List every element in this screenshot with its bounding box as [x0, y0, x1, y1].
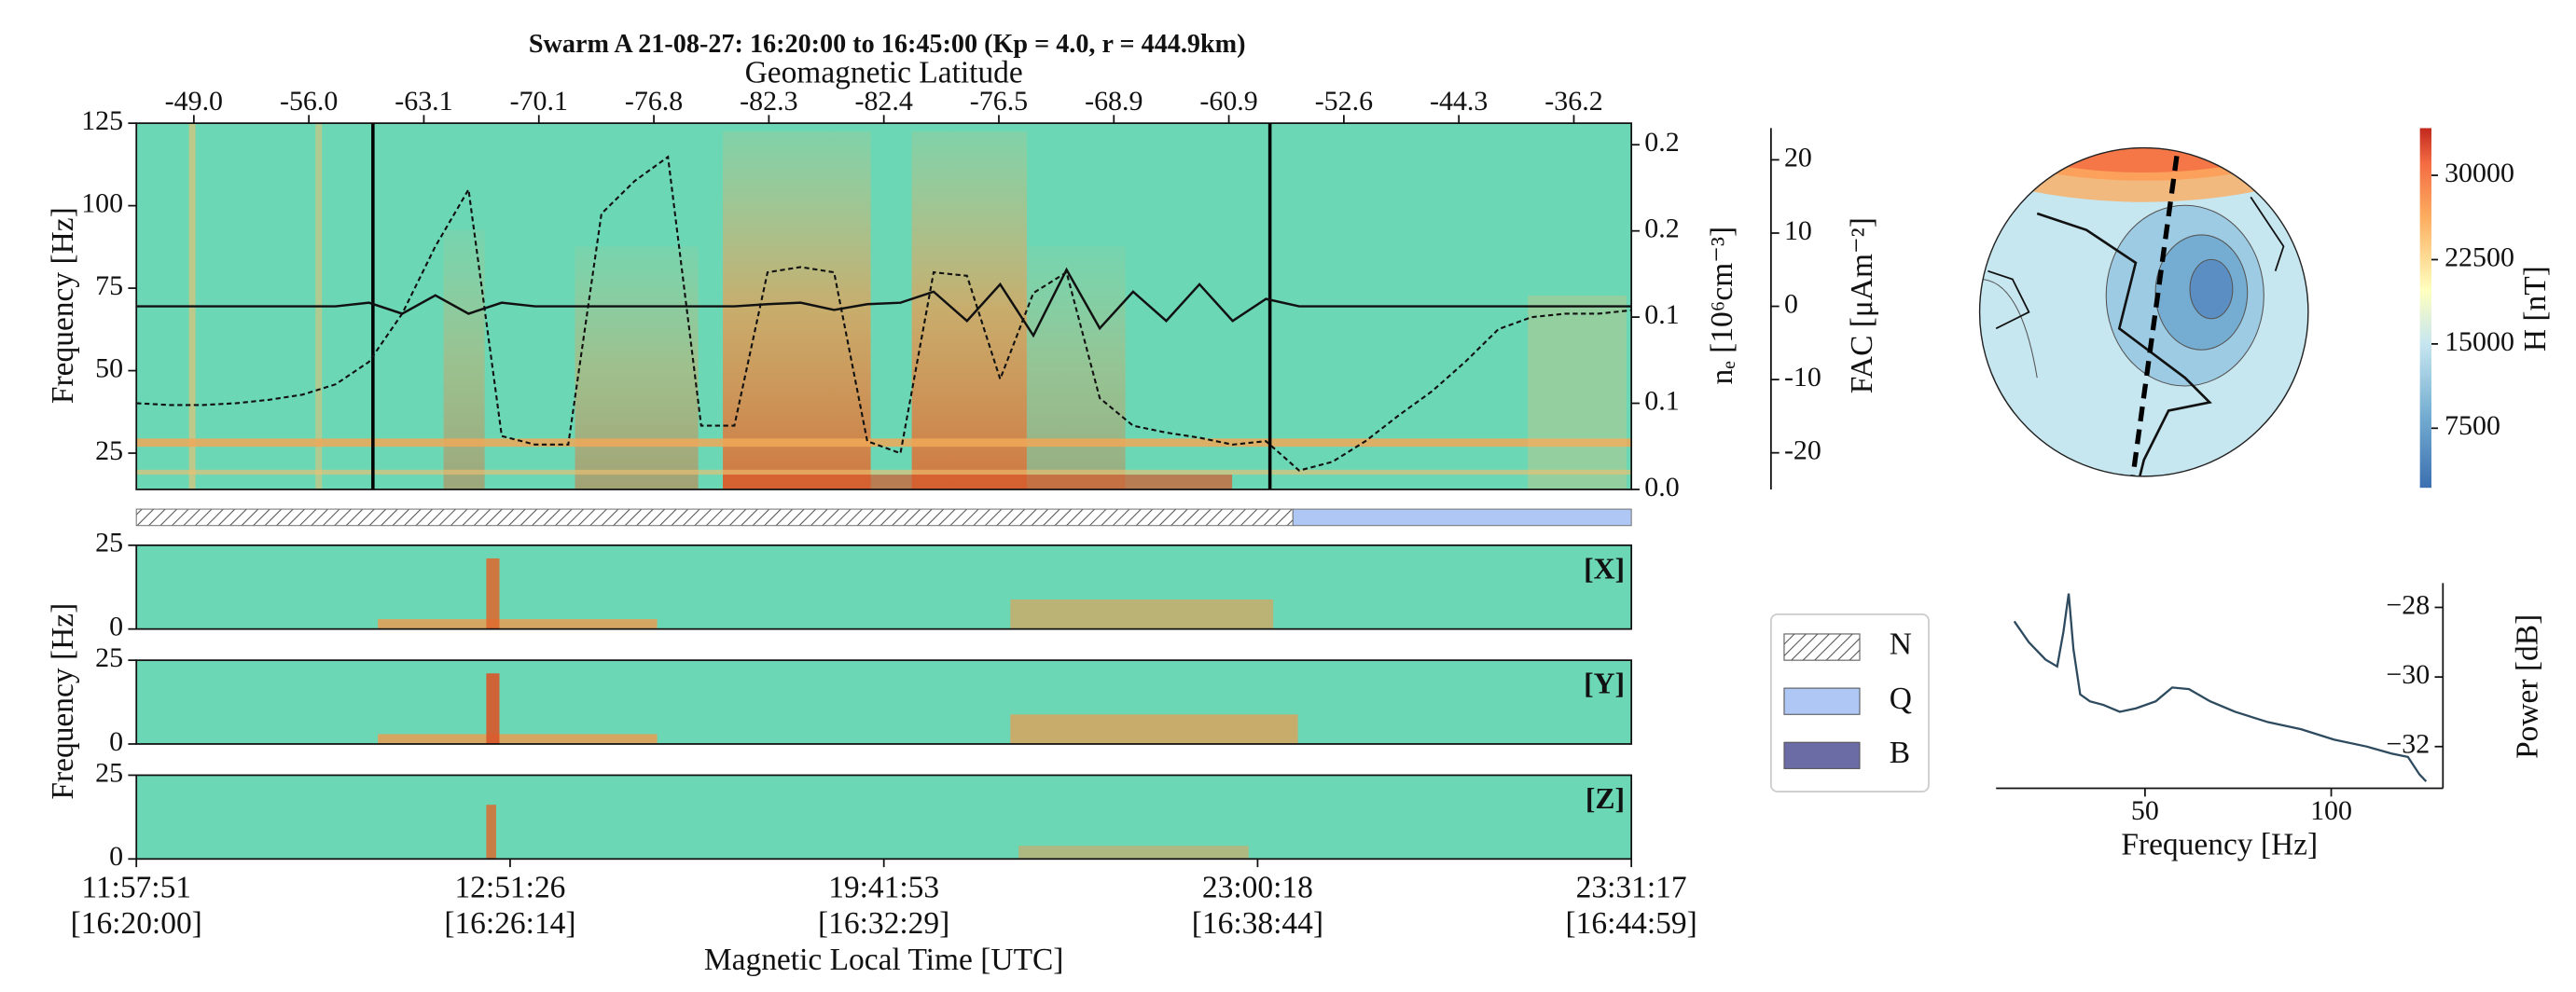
legend-label: N	[1890, 627, 1912, 662]
y-tick-label: 0	[109, 841, 123, 872]
y2-tick-label: 0.2	[1644, 127, 1679, 158]
power-line	[2013, 593, 2428, 782]
colorbar-tick-label: 7500	[2444, 410, 2500, 441]
x-tick-label: [16:20:00]	[71, 906, 202, 941]
x-axis-label: Magnetic Local Time [UTC]	[704, 943, 1064, 977]
x-tick-label: 50	[2131, 795, 2159, 826]
colorbar-tick-label: 22500	[2444, 241, 2514, 272]
y-tick-label: −30	[2386, 659, 2430, 690]
y-tick-label: 25	[95, 528, 123, 558]
y-axis-label: Frequency [Hz]	[46, 603, 80, 800]
x-tick-label: 11:57:51	[81, 870, 191, 904]
y-tick-label: 25	[95, 435, 123, 466]
legend-swatch	[1783, 687, 1861, 715]
legend-label: B	[1890, 736, 1910, 770]
y2-tick-label: 0.0	[1644, 472, 1679, 503]
panel-label: [X]	[1584, 552, 1625, 585]
x-tick-label: 100	[2310, 795, 2352, 826]
x-tick-label: [16:44:59]	[1566, 906, 1697, 941]
y-tick-label: −28	[2386, 589, 2430, 620]
top-tick-label: -56.0	[280, 86, 338, 117]
density-line	[136, 155, 1632, 472]
y-tick-label: 25	[95, 757, 123, 788]
top-tick-label: -60.9	[1199, 86, 1257, 117]
top-tick-label: -44.3	[1430, 86, 1488, 117]
top-tick-label: -63.1	[395, 86, 452, 117]
x-tick-label: 12:51:26	[454, 870, 565, 904]
panel-label: [Y]	[1584, 668, 1625, 700]
y2-tick-label: 0.1	[1644, 299, 1679, 330]
state-bar-q	[1292, 508, 1632, 527]
colorbar	[2419, 128, 2431, 489]
y-axis-label: Frequency [Hz]	[46, 207, 80, 404]
y-axis-label: Power [dB]	[2510, 614, 2544, 759]
x-tick-label: [16:38:44]	[1192, 906, 1323, 941]
y3-tick-label: 10	[1784, 215, 1812, 246]
legend-swatch	[1783, 741, 1861, 769]
top-tick-label: -68.9	[1085, 86, 1143, 117]
panel-label: [Z]	[1586, 782, 1625, 815]
panel-frame	[135, 544, 1633, 630]
y3-axis-label: FAC [μAm⁻²]	[1845, 217, 1879, 393]
y3-tick-label: -10	[1784, 362, 1821, 393]
top-tick-label: -52.6	[1315, 86, 1373, 117]
x-tick-label: 23:00:18	[1202, 870, 1313, 904]
colorbar-tick-label: 30000	[2444, 158, 2514, 188]
top-axis-label: Geomagnetic Latitude	[745, 56, 1023, 90]
fac-line	[136, 267, 1632, 338]
y3-tick-label: 20	[1784, 142, 1812, 172]
x-tick-label: [16:26:14]	[444, 906, 575, 941]
y-tick-label: −32	[2386, 729, 2430, 760]
chart-title: Swarm A 21-08-27: 16:20:00 to 16:45:00 (…	[529, 30, 1246, 59]
top-tick-label: -76.5	[970, 86, 1028, 117]
top-tick-label: -76.8	[625, 86, 683, 117]
y3-tick-label: -20	[1784, 435, 1821, 466]
top-tick-label: -36.2	[1544, 86, 1602, 117]
y-tick-label: 75	[95, 270, 123, 301]
top-tick-label: -82.4	[854, 86, 912, 117]
y-tick-label: 50	[95, 352, 123, 383]
component-spectrograms	[136, 544, 1632, 860]
x-tick-label: [16:32:29]	[818, 906, 949, 941]
colorbar-tick-label: 15000	[2444, 326, 2514, 357]
top-tick-label: -70.1	[510, 86, 568, 117]
legend-label: Q	[1890, 682, 1912, 716]
panel-frame	[135, 659, 1633, 745]
y2-tick-label: 0.2	[1644, 214, 1679, 244]
y3-tick-label: 0	[1784, 288, 1798, 319]
y-tick-label: 0	[109, 726, 123, 757]
y2-axis-label: nₑ [10⁶cm⁻³]	[1705, 227, 1739, 385]
globe	[1979, 147, 2308, 476]
x-tick-label: 23:31:17	[1576, 870, 1687, 904]
y-tick-label: 25	[95, 642, 123, 673]
legend-swatch	[1783, 633, 1861, 661]
state-bar-n	[135, 508, 1294, 527]
y2-tick-label: 0.1	[1644, 385, 1679, 416]
globe-outline	[1978, 146, 2309, 477]
colorbar-label: H [nT]	[2518, 266, 2553, 351]
x-tick-label: 19:41:53	[828, 870, 939, 904]
y-tick-label: 125	[81, 105, 123, 136]
top-tick-label: -49.0	[165, 86, 223, 117]
y-tick-label: 100	[81, 187, 123, 218]
top-tick-label: -82.3	[740, 86, 797, 117]
x-axis-label: Frequency [Hz]	[2121, 828, 2318, 862]
y-tick-label: 0	[109, 612, 123, 642]
